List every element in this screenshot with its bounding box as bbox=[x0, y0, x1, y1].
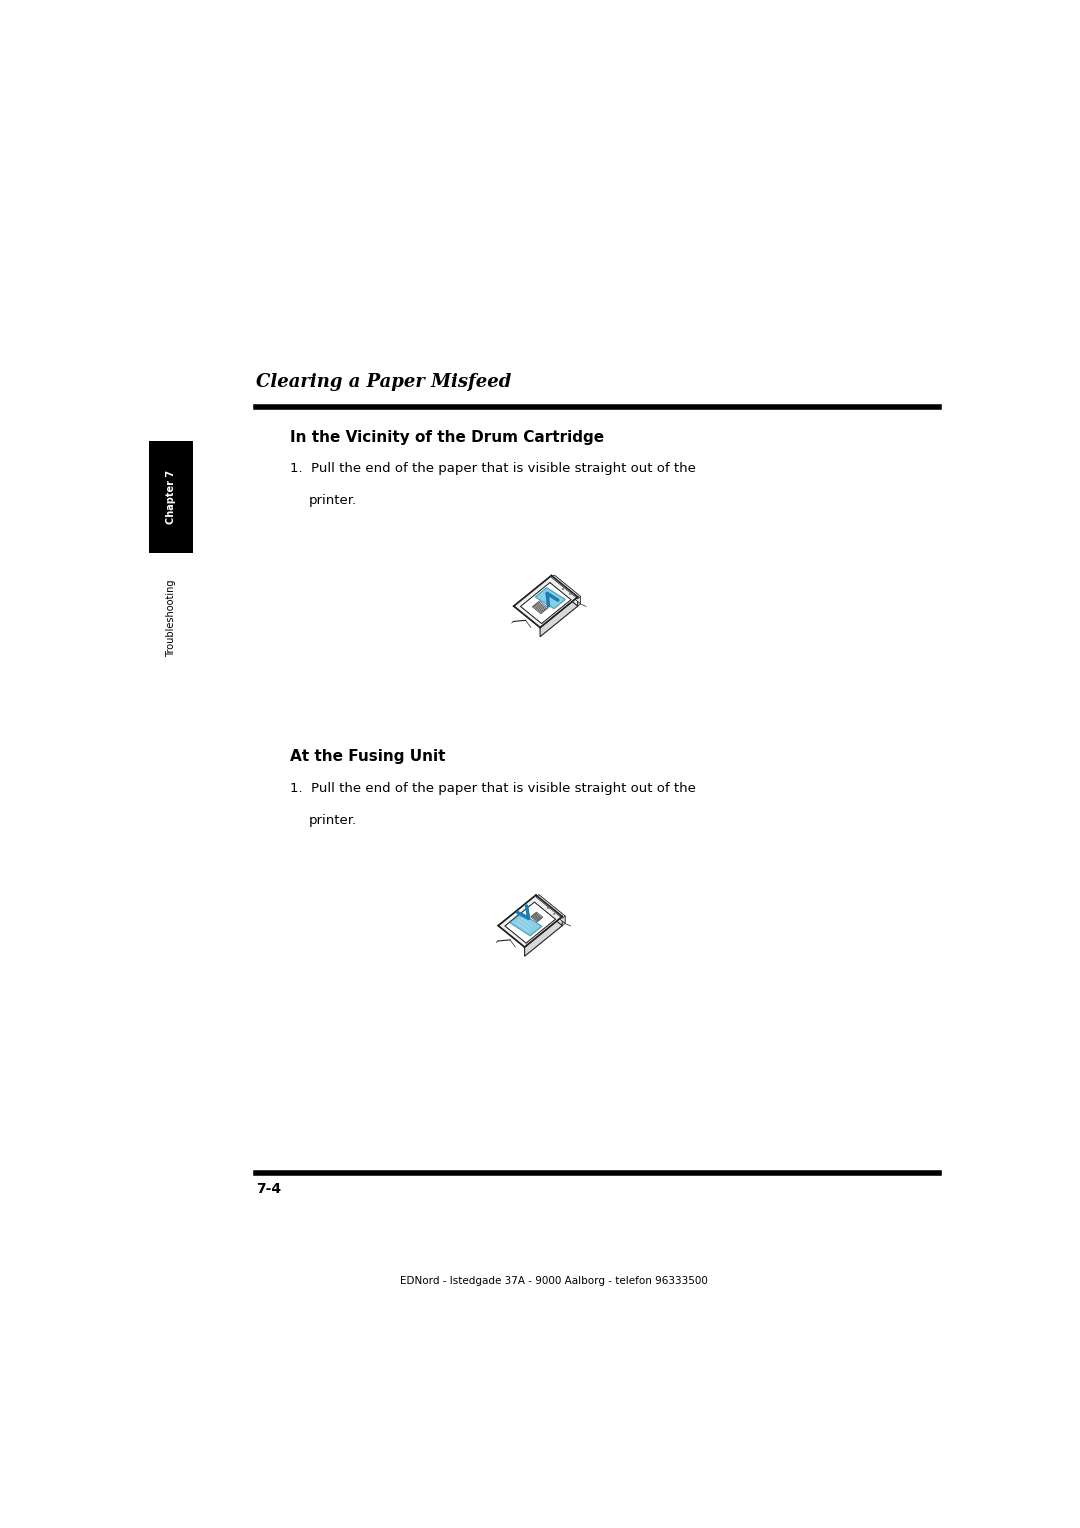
Text: printer.: printer. bbox=[308, 814, 356, 827]
Polygon shape bbox=[539, 894, 565, 923]
Text: Troubleshooting: Troubleshooting bbox=[166, 579, 176, 657]
Text: 1.  Pull the end of the paper that is visible straight out of the: 1. Pull the end of the paper that is vis… bbox=[289, 782, 696, 796]
Polygon shape bbox=[536, 604, 545, 611]
Polygon shape bbox=[554, 575, 581, 604]
Polygon shape bbox=[534, 914, 541, 920]
Polygon shape bbox=[534, 914, 540, 920]
FancyBboxPatch shape bbox=[149, 442, 193, 553]
Polygon shape bbox=[536, 912, 543, 918]
Polygon shape bbox=[498, 895, 563, 947]
Polygon shape bbox=[535, 912, 542, 918]
Polygon shape bbox=[536, 894, 565, 918]
Polygon shape bbox=[535, 604, 544, 611]
Polygon shape bbox=[532, 607, 542, 614]
Text: Chapter 7: Chapter 7 bbox=[166, 471, 176, 524]
Polygon shape bbox=[563, 915, 565, 926]
Polygon shape bbox=[537, 602, 546, 610]
Polygon shape bbox=[536, 895, 563, 926]
Polygon shape bbox=[540, 597, 578, 637]
Polygon shape bbox=[552, 576, 578, 607]
Polygon shape bbox=[532, 915, 540, 920]
Polygon shape bbox=[514, 576, 578, 628]
Text: At the Fusing Unit: At the Fusing Unit bbox=[289, 749, 445, 764]
Text: 1.  Pull the end of the paper that is visible straight out of the: 1. Pull the end of the paper that is vis… bbox=[289, 461, 696, 475]
Text: Clearing a Paper Misfeed: Clearing a Paper Misfeed bbox=[256, 373, 512, 391]
Polygon shape bbox=[538, 602, 548, 610]
Polygon shape bbox=[521, 582, 571, 623]
Polygon shape bbox=[578, 596, 581, 607]
Polygon shape bbox=[525, 917, 563, 957]
Text: printer.: printer. bbox=[308, 494, 356, 507]
Text: 7-4: 7-4 bbox=[256, 1183, 282, 1196]
Polygon shape bbox=[509, 912, 542, 935]
Text: EDNord - Istedgade 37A - 9000 Aalborg - telefon 96333500: EDNord - Istedgade 37A - 9000 Aalborg - … bbox=[400, 1276, 707, 1285]
Polygon shape bbox=[536, 588, 565, 608]
Polygon shape bbox=[534, 605, 543, 613]
Polygon shape bbox=[531, 915, 539, 921]
Polygon shape bbox=[530, 915, 538, 921]
Polygon shape bbox=[505, 902, 555, 943]
Polygon shape bbox=[534, 605, 543, 613]
Polygon shape bbox=[539, 601, 548, 608]
Polygon shape bbox=[552, 575, 581, 599]
Text: In the Vicinity of the Drum Cartridge: In the Vicinity of the Drum Cartridge bbox=[289, 429, 604, 445]
